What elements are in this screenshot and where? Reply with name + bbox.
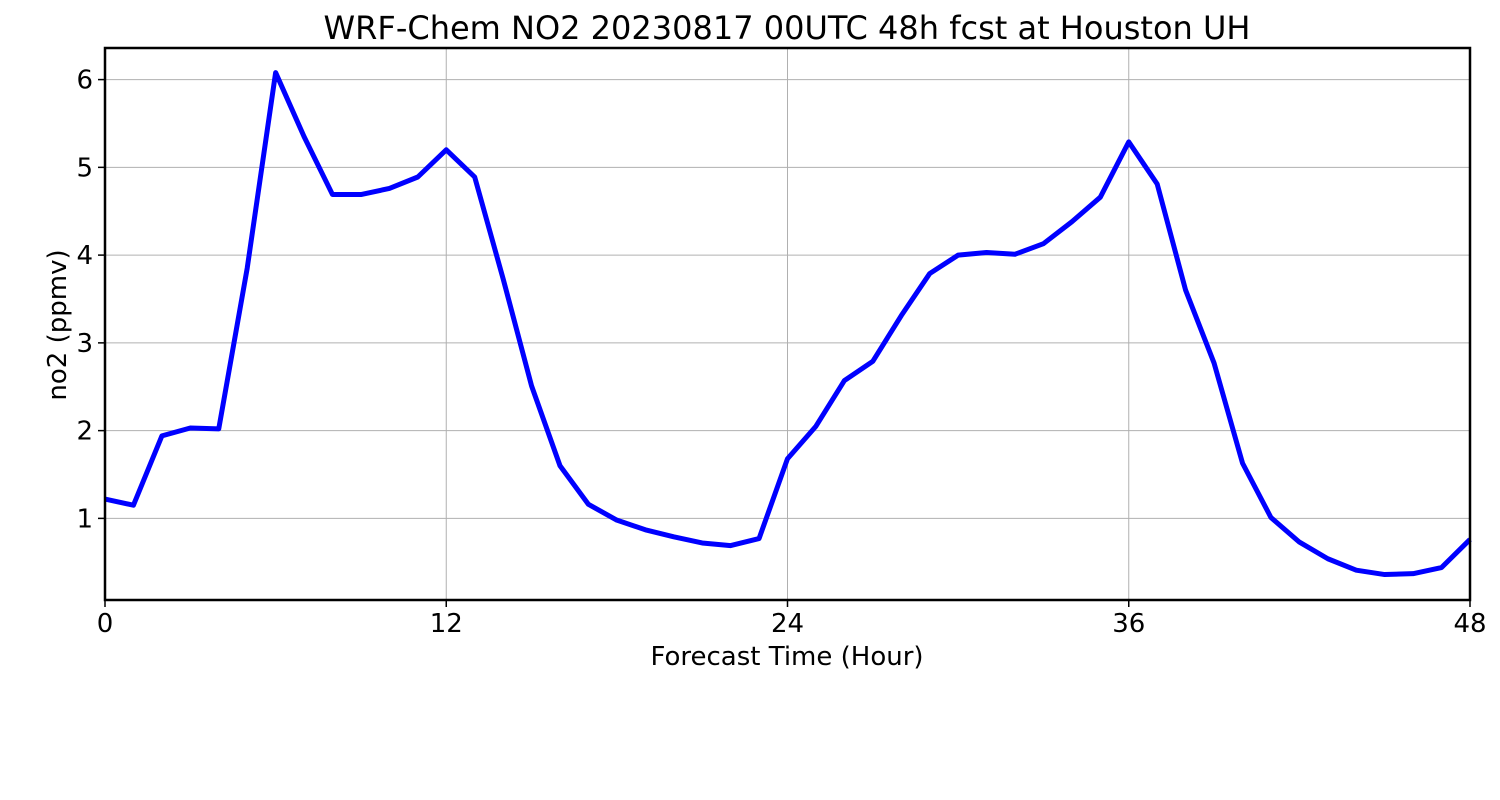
y-tick-label: 5: [76, 153, 93, 183]
grid-lines: [104, 48, 1471, 600]
x-tick-label: 12: [430, 609, 463, 639]
y-tick-label: 3: [76, 329, 93, 359]
x-tick-label: 48: [1453, 609, 1486, 639]
y-tick-label: 6: [76, 66, 93, 96]
x-tick-label: 36: [1112, 609, 1145, 639]
x-tick-label: 0: [97, 609, 114, 639]
x-tick-label: 24: [771, 609, 804, 639]
y-axis-label: no2 (ppmv): [43, 249, 73, 400]
y-tick-label: 2: [76, 417, 93, 447]
x-axis-label: Forecast Time (Hour): [650, 642, 923, 672]
data-series: [104, 70, 1472, 578]
y-tick-label: 1: [76, 504, 93, 534]
y-tick-label: 4: [76, 241, 93, 271]
no2-series-line: [104, 70, 1472, 578]
chart-title: WRF-Chem NO2 20230817 00UTC 48h fcst at …: [324, 9, 1251, 47]
